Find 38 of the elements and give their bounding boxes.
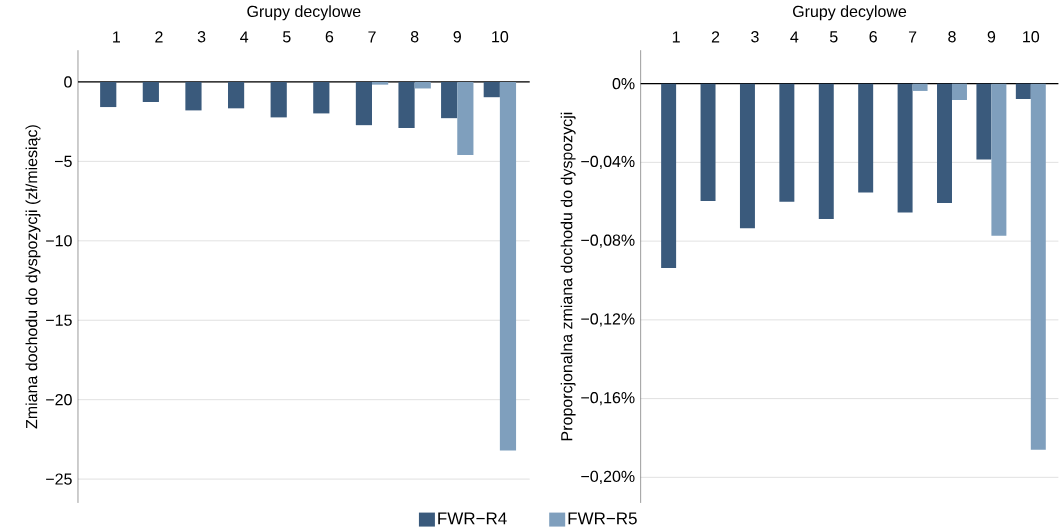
x-tick-label: 4 (790, 31, 799, 43)
x-tick-label: 8 (948, 31, 956, 43)
y-axis-title: Proporcjonalna zmiana dochodu do dyspozycji (560, 113, 576, 441)
legend-label: FWR−R5 (568, 512, 637, 525)
y-tick-label: −20 (46, 394, 72, 406)
y-tick-label: −0,16% (581, 392, 635, 406)
y-tick-label: −0,12% (581, 313, 635, 327)
x-tick-label: 10 (492, 31, 509, 43)
y-axis-title: Zmiana dochodu do dyspozycji (zł/miesiąc) (25, 125, 41, 429)
x-tick-label: 8 (410, 31, 419, 43)
x-tick-label: 9 (453, 31, 461, 43)
x-tick-label: 3 (197, 31, 206, 43)
y-tick-label: −0,08% (581, 234, 635, 248)
x-tick-label: 5 (282, 31, 291, 43)
y-tick-label: −15 (46, 314, 72, 327)
x-tick-label: 1 (113, 31, 120, 43)
y-tick-label: −0,04% (581, 155, 635, 170)
x-tick-label: 4 (240, 31, 249, 43)
y-tick-label: 0 (64, 76, 72, 88)
y-tick-label: −0,20% (581, 470, 635, 485)
x-tick-label: 2 (155, 31, 163, 43)
x-tick-label: 6 (325, 31, 334, 43)
x-tick-label: 3 (751, 31, 759, 43)
x-tick-label: 10 (1023, 31, 1040, 43)
y-tick-label: −5 (55, 155, 72, 168)
x-tick-label: 1 (672, 31, 680, 43)
x-tick-label: 5 (829, 31, 838, 43)
x-tick-label: 7 (908, 31, 917, 43)
x-axis-title: Grupy decylowe (793, 5, 907, 21)
x-tick-label: 6 (869, 31, 877, 43)
y-tick-label: 0% (612, 78, 635, 90)
x-tick-label: 2 (711, 31, 720, 43)
x-tick-label: 9 (987, 31, 996, 43)
x-tick-label: 7 (368, 31, 376, 43)
x-axis-title: Grupy decylowe (247, 5, 361, 21)
y-tick-label: −25 (46, 473, 72, 485)
y-tick-label: −10 (46, 235, 72, 247)
legend-label: FWR−R4 (438, 512, 507, 525)
